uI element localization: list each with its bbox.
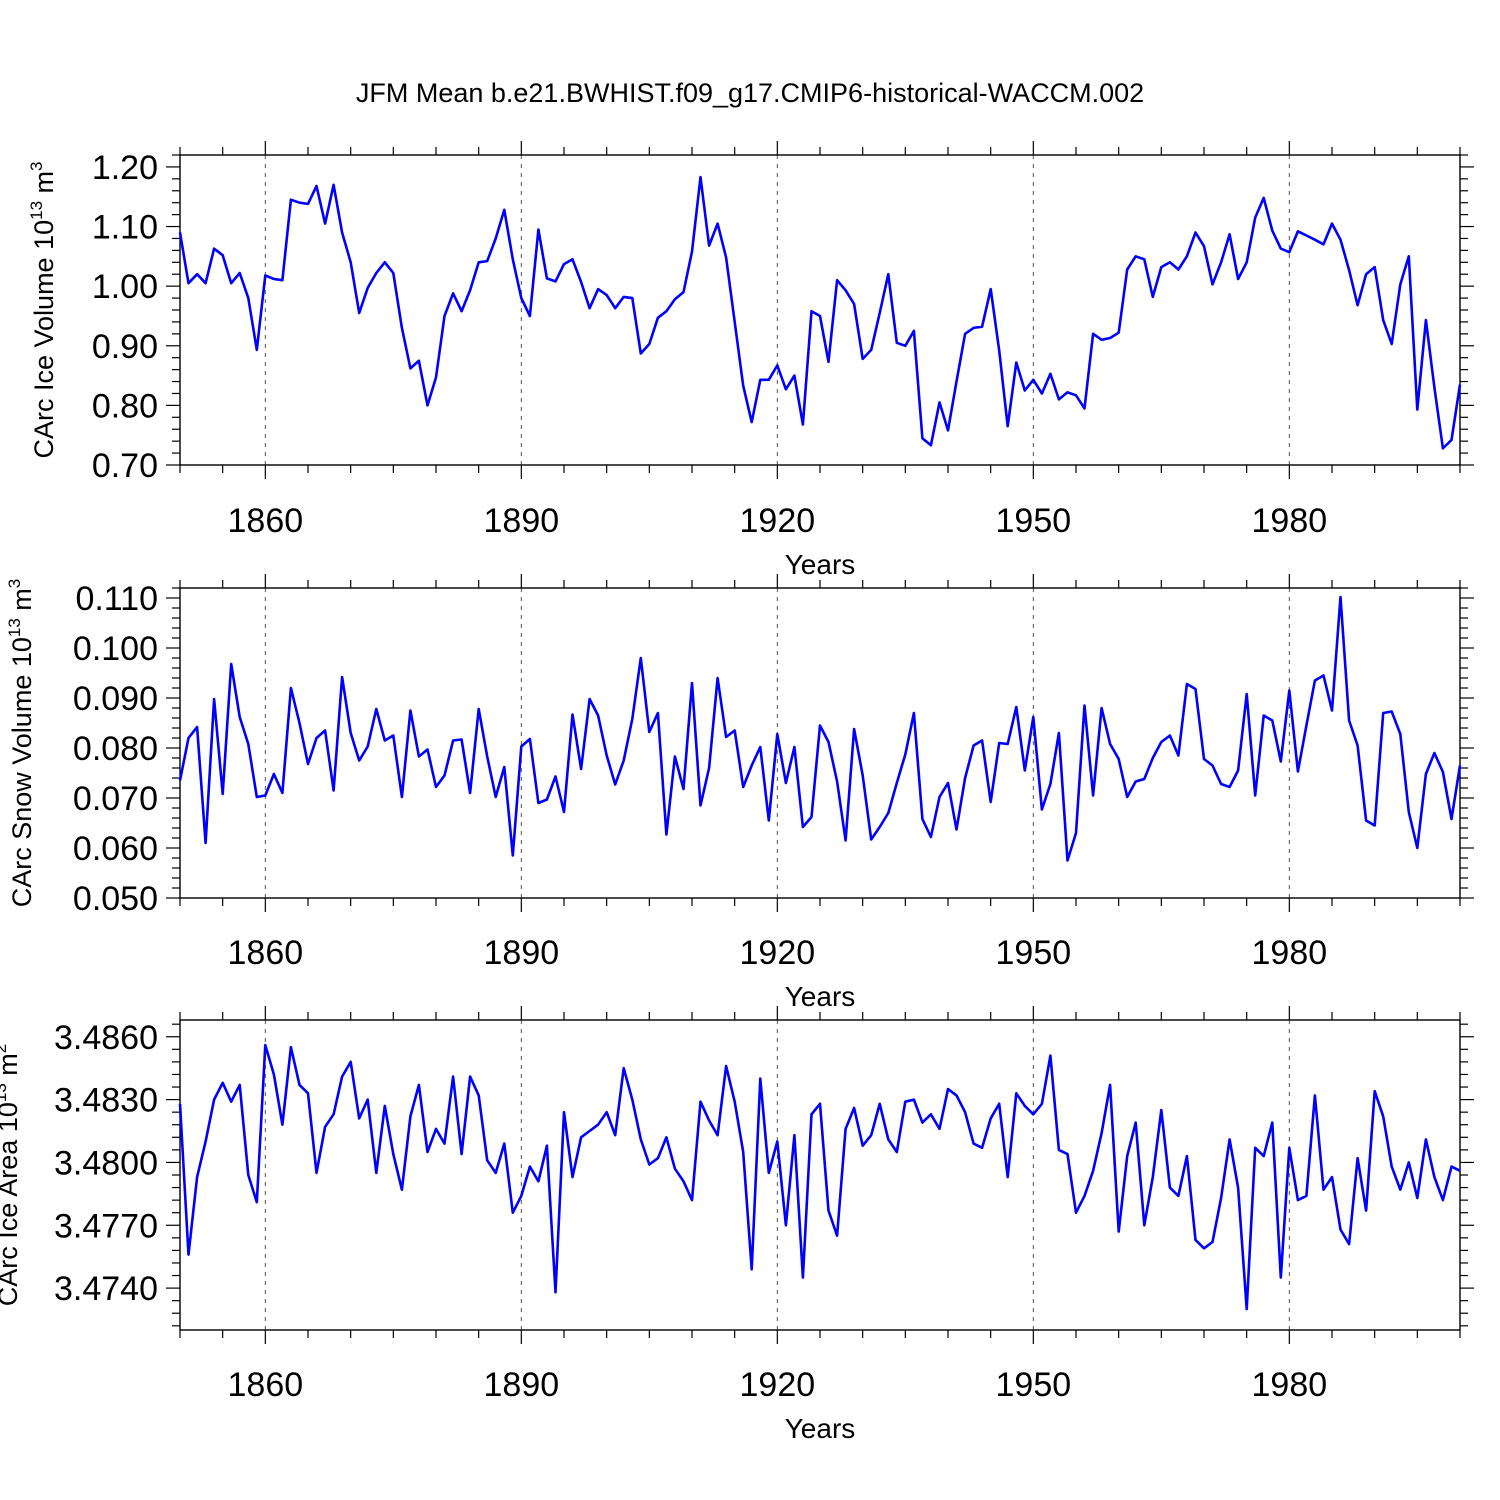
panel-ice-volume: 0.70 0.80 0.90 1.00 1.10 1.20 1860 1890 1920 1950… <box>27 141 1474 580</box>
x-tick-label: 1920 <box>740 1366 816 1404</box>
y-tick-label: 0.060 <box>73 830 158 868</box>
y-tick-label: 0.050 <box>73 880 158 918</box>
series-line-ice-volume <box>178 175 1462 450</box>
y-tick-label: 0.090 <box>73 680 158 718</box>
x-tick-label: 1980 <box>1252 1366 1328 1404</box>
y-tick-label: 3.4860 <box>54 1019 158 1057</box>
x-tick-label: 1950 <box>996 934 1072 972</box>
x-tick-label: 1860 <box>228 502 304 540</box>
x-tick-label: 1860 <box>228 934 304 972</box>
y-tick-label: 0.90 <box>92 328 158 366</box>
y-tick-label: 0.080 <box>73 730 158 768</box>
y-tick-label: 3.4740 <box>54 1270 158 1308</box>
panel-ice-area: 3.4740 3.4770 3.4800 3.4830 3.4860 1860 1890 19… <box>0 1006 1474 1444</box>
x-axis-label: Years <box>785 981 856 1012</box>
y-tick-label: 0.80 <box>92 387 158 425</box>
x-tick-label: 1860 <box>228 1366 304 1404</box>
x-tick-label: 1980 <box>1252 934 1328 972</box>
y-tick-label: 1.00 <box>92 268 158 306</box>
series-line-snow-volume <box>178 595 1462 862</box>
x-tick-label: 1950 <box>996 1366 1072 1404</box>
y-tick-label: 0.70 <box>92 447 158 485</box>
figure-title: JFM Mean b.e21.BWHIST.f09_g17.CMIP6-hist… <box>355 78 1145 108</box>
y-tick-label: 1.20 <box>92 149 158 187</box>
y-tick-label: 3.4830 <box>54 1082 158 1120</box>
y-tick-label: 1.10 <box>92 209 158 247</box>
series-line-ice-area <box>178 1043 1461 1311</box>
y-tick-label: 0.070 <box>73 780 158 818</box>
plot-frame <box>179 154 1461 466</box>
x-tick-label: 1950 <box>996 502 1072 540</box>
x-tick-label: 1890 <box>484 1366 560 1404</box>
y-tick-label: 0.110 <box>75 580 158 618</box>
plot-frame <box>179 1019 1461 1331</box>
x-axis-label: Years <box>785 1413 856 1444</box>
x-tick-label: 1890 <box>484 502 560 540</box>
y-tick-label: 3.4800 <box>54 1144 158 1182</box>
panel-snow-volume: 0.050 0.060 0.070 0.080 0.090 0.100 0.110 1860 1… <box>5 574 1474 1012</box>
y-tick-label: 0.100 <box>73 630 158 668</box>
plot-frame <box>179 587 1461 899</box>
x-tick-label: 1920 <box>740 934 816 972</box>
x-tick-label: 1890 <box>484 934 560 972</box>
x-tick-label: 1920 <box>740 502 816 540</box>
y-tick-label: 3.4770 <box>54 1207 158 1245</box>
x-axis-label: Years <box>785 549 856 580</box>
y-axis-label: CArc Snow Volume 1013 m3 <box>5 579 37 908</box>
y-axis-label: CArc Ice Area 1013 m2 <box>0 1044 23 1307</box>
y-axis-label: CArc Ice Volume 1013 m3 <box>27 161 59 458</box>
x-tick-label: 1980 <box>1252 502 1328 540</box>
